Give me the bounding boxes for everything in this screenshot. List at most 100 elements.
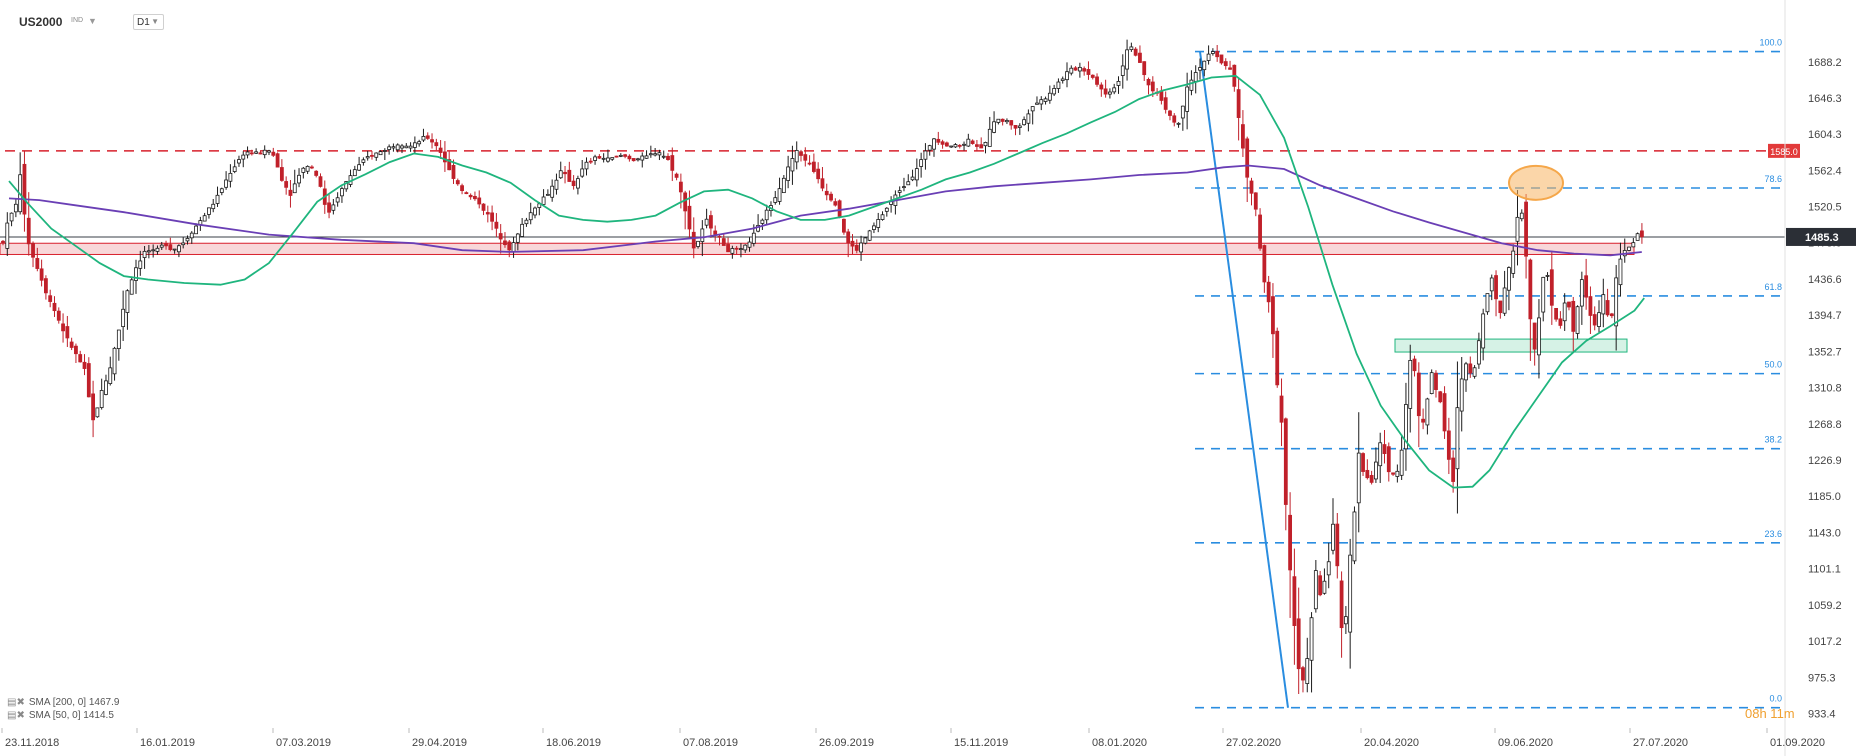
candle-body [876, 219, 881, 228]
candle-body [1202, 60, 1207, 71]
candle-body [318, 176, 323, 187]
candle-body [378, 151, 383, 156]
candle-body [284, 181, 289, 188]
candle-body [1223, 61, 1228, 67]
candle-body [606, 157, 610, 162]
candle-body [966, 138, 971, 147]
candle-body [678, 181, 683, 193]
zone-red [0, 242, 1635, 255]
candle-body [781, 177, 786, 194]
candle-body [1116, 80, 1121, 86]
candle-body [902, 186, 906, 189]
candle-body [65, 326, 70, 339]
legend-sma50[interactable]: ▤✖ SMA [50, 0] 1414.5 [7, 710, 114, 721]
candle-body [1421, 418, 1426, 423]
candle-body [511, 242, 516, 253]
candle-body [1618, 258, 1623, 286]
y-tick-label: 1604.3 [1808, 129, 1842, 141]
candle-body [327, 202, 331, 213]
x-tick-label: 27.02.2020 [1226, 737, 1281, 749]
candle-body [1086, 69, 1091, 75]
candle-body [1584, 275, 1589, 298]
candle-body [1198, 67, 1202, 71]
trend-line [1199, 51, 1289, 708]
candle-body [1305, 658, 1310, 684]
candle-body [644, 155, 649, 159]
candle-body [481, 203, 486, 211]
symbol-label[interactable]: US2000 [19, 15, 63, 29]
candle-body [271, 151, 276, 156]
candle-body [1112, 87, 1117, 93]
candle-body [434, 142, 439, 147]
x-tick-label: 01.09.2020 [1770, 737, 1825, 749]
candle-body [584, 161, 589, 170]
candle-body [464, 192, 469, 195]
candle-body [44, 278, 48, 294]
candle-body [854, 245, 859, 251]
candle-body [820, 178, 825, 189]
candle-body [764, 209, 769, 221]
legend-remove-icon[interactable]: ▤✖ [7, 697, 25, 708]
candle-body [803, 154, 808, 161]
candle-body [26, 217, 31, 245]
candle-body [1043, 98, 1048, 102]
candle-body [1378, 442, 1383, 467]
candle-body [241, 154, 246, 160]
candle-body [164, 243, 168, 247]
symbol-dropdown-icon[interactable]: ▼ [88, 16, 97, 26]
candle-body [207, 207, 211, 215]
candle-body [189, 232, 194, 239]
candle-body [1103, 88, 1108, 95]
candle-body [1391, 472, 1395, 475]
candle-body [1288, 514, 1293, 571]
candle-body [992, 121, 996, 133]
candle-body [1206, 53, 1211, 61]
candle-body [151, 249, 156, 252]
candle-body [1228, 67, 1232, 70]
legend-remove-icon[interactable]: ▤✖ [7, 710, 25, 721]
candle-body [700, 228, 705, 242]
candle-body [773, 197, 778, 203]
candle-body [1476, 340, 1481, 365]
candle-body [503, 240, 507, 246]
y-tick-label: 1646.3 [1808, 93, 1842, 105]
candle-body [1352, 511, 1357, 562]
candle-body [498, 233, 503, 240]
candle-body [254, 151, 259, 154]
candle-body [618, 154, 623, 157]
timeframe-select[interactable]: D1 ▼ [133, 14, 164, 30]
legend-sma50-label: SMA [50, 0] 1414.5 [28, 710, 114, 721]
candle-body [31, 242, 35, 258]
candle-body [1537, 317, 1541, 356]
candle-body [1249, 180, 1254, 194]
candle-body [1331, 523, 1335, 551]
candle-body [121, 308, 126, 328]
candle-body [1180, 105, 1185, 119]
candle-body [69, 341, 74, 348]
sma50-line [8, 74, 1645, 489]
y-tick-label: 1101.1 [1808, 564, 1841, 576]
y-tick-label: 1688.2 [1808, 57, 1842, 69]
x-tick-label: 26.09.2019 [819, 737, 874, 749]
instrument-type-label: IND [71, 17, 84, 24]
y-tick-label: 1268.8 [1808, 419, 1842, 431]
candle-body [1472, 367, 1477, 377]
candle-body [425, 135, 430, 139]
candle-body [1069, 67, 1074, 74]
candle-body [56, 310, 61, 321]
candle-body [1193, 72, 1198, 82]
candle-body [1601, 294, 1606, 315]
candle-body [1511, 250, 1516, 274]
candle-body [648, 153, 653, 156]
candle-body [35, 258, 40, 269]
candle-body [146, 250, 151, 253]
candle-body [112, 347, 117, 375]
legend-sma200[interactable]: ▤✖ SMA [200, 0] 1467.9 [7, 697, 119, 708]
candle-body [1090, 74, 1095, 78]
candle-body [387, 146, 392, 150]
candle-body [914, 168, 919, 181]
candle-body [1060, 78, 1065, 81]
candle-body [91, 393, 95, 421]
candle-body [670, 155, 675, 171]
